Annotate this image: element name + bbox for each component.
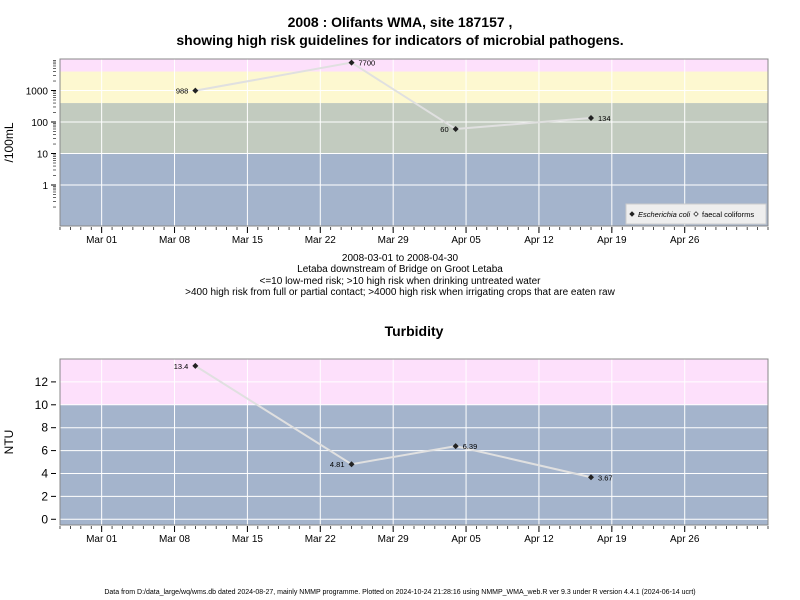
chart-1-point-2 — [452, 443, 459, 450]
chart-0-series-0-line — [195, 61, 592, 131]
chart-1-data-label-2: 6.39 — [463, 442, 478, 451]
chart-1-title: Turbidity — [385, 323, 444, 339]
guideline-drinking: <=10 low-med risk; >10 high risk when dr… — [259, 276, 541, 287]
chart-0-point-2 — [452, 125, 459, 132]
chart-0-band-2 — [60, 71, 768, 104]
chart-0-point-3 — [588, 115, 594, 122]
chart-1-x-tick-label-4: Mar 29 — [378, 534, 410, 545]
chart-1-y-tick-label-6: 12 — [35, 375, 49, 389]
chart-1-plot-frame — [59, 358, 769, 526]
chart-title-line-2: showing high risk guidelines for indicat… — [176, 32, 624, 48]
chart-0-y-tick-label-0: 1 — [42, 181, 48, 192]
chart-0-data-label-3: 134 — [598, 114, 611, 123]
chart-0-x-tick-label-0: Mar 01 — [86, 235, 118, 246]
chart-1-series-0-line — [194, 365, 592, 479]
chart-1-y-axis-label: NTU — [2, 430, 16, 455]
chart-0-x-tick-label-1: Mar 08 — [159, 235, 191, 246]
chart-0-y-tick-label-2: 100 — [31, 118, 48, 129]
chart-0-x-tick-label-4: Mar 29 — [378, 235, 410, 246]
chart-1-x-tick-label-2: Mar 15 — [232, 534, 264, 545]
chart-1-y-tick-label-0: 0 — [41, 512, 48, 526]
chart-0-y-axis-label: /100mL — [2, 122, 16, 162]
chart-1-y-tick-label-1: 2 — [41, 489, 48, 503]
guideline-contact-irrigation: >400 high risk from full or partial cont… — [185, 287, 615, 298]
chart-1-x-tick-label-6: Apr 12 — [524, 534, 554, 545]
chart-1-point-1 — [348, 461, 355, 468]
chart-0-legend-label-1: faecal coliforms — [702, 210, 754, 219]
chart-0-plot-frame — [59, 58, 769, 227]
chart-title-line-1: 2008 : Olifants WMA, site 187157 , — [287, 14, 513, 30]
chart-0-data-label-1: 7700 — [359, 59, 376, 68]
chart-0-legend-label-0: Escherichia coli — [638, 210, 690, 219]
chart-0-x-tick-label-8: Apr 26 — [670, 235, 700, 246]
date-range: 2008-03-01 to 2008-04-30 — [341, 253, 459, 264]
chart-1-x-tick-label-7: Apr 19 — [597, 534, 627, 545]
chart-0-data-label-0: 988 — [176, 87, 189, 96]
chart-1-x-tick-label-0: Mar 01 — [86, 534, 118, 545]
chart-1-x-tick-label-1: Mar 08 — [159, 534, 191, 545]
chart-1-data-label-1: 4.81 — [330, 460, 345, 469]
chart-0-point-1 — [348, 59, 355, 66]
chart-0-x-tick-label-6: Apr 12 — [524, 235, 554, 246]
chart-0-x-tick-label-5: Apr 05 — [451, 235, 481, 246]
chart-0-y-tick-label-3: 1000 — [26, 87, 49, 98]
chart-1-band-0 — [60, 404, 768, 525]
chart-0-y-tick-label-1: 10 — [37, 150, 49, 161]
chart-1-data-label-0: 13.4 — [174, 362, 189, 371]
chart-1-point-0 — [192, 362, 199, 369]
chart-0-legend-marker-1 — [693, 211, 699, 217]
chart-0-legend-marker-0 — [629, 211, 635, 217]
chart-1-y-tick-label-3: 6 — [41, 444, 48, 458]
chart-1-y-tick-label-5: 10 — [35, 398, 49, 412]
chart-1-x-tick-label-3: Mar 22 — [305, 534, 337, 545]
chart-0-x-tick-label-3: Mar 22 — [305, 235, 337, 246]
chart-0-point-0 — [192, 87, 199, 94]
chart-0-x-tick-label-7: Apr 19 — [597, 235, 627, 246]
chart-1-point-3 — [588, 474, 594, 481]
chart-0-band-1 — [60, 103, 768, 154]
chart-1-y-tick-label-2: 4 — [41, 466, 48, 480]
chart-0-x-tick-label-2: Mar 15 — [232, 235, 264, 246]
chart-0-data-label-2: 60 — [440, 125, 448, 134]
chart-1-x-tick-label-5: Apr 05 — [451, 534, 481, 545]
chart-1-y-tick-label-4: 8 — [41, 421, 48, 435]
chart-1-x-tick-label-8: Apr 26 — [670, 534, 700, 545]
site-description: Letaba downstream of Bridge on Groot Let… — [297, 264, 503, 275]
chart-1-data-label-3: 3.67 — [598, 473, 613, 482]
footer-note: Data from D:/data_large/wq/wms.db dated … — [104, 589, 696, 596]
chart-0-band-3 — [60, 59, 768, 72]
